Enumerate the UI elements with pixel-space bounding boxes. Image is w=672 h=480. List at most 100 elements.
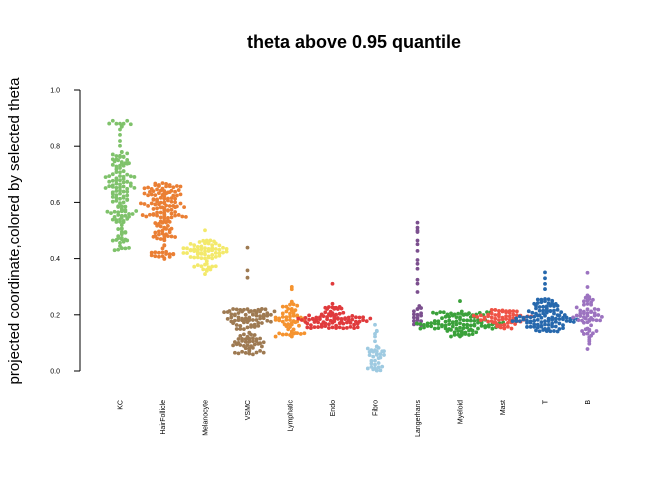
data-point xyxy=(110,191,115,196)
data-point xyxy=(155,213,160,218)
data-point xyxy=(251,318,255,322)
data-point xyxy=(123,213,128,218)
data-point xyxy=(254,310,259,315)
data-point xyxy=(169,234,174,239)
data-point xyxy=(121,155,126,159)
data-point xyxy=(162,216,167,221)
data-point xyxy=(440,324,444,329)
data-point xyxy=(476,318,480,322)
data-point xyxy=(293,320,298,325)
data-point xyxy=(118,196,122,201)
x-category-label: B xyxy=(585,400,592,405)
data-point xyxy=(277,331,282,336)
data-point xyxy=(345,320,349,325)
data-point xyxy=(125,118,130,123)
data-point xyxy=(118,191,122,196)
data-point xyxy=(288,302,292,307)
data-point xyxy=(591,297,595,302)
data-point xyxy=(109,211,113,216)
data-point xyxy=(571,320,576,324)
data-point xyxy=(112,248,117,253)
data-point xyxy=(195,244,200,249)
data-point xyxy=(432,326,437,331)
data-point xyxy=(325,317,329,322)
y-axis: 0.0 0.2 0.4 0.6 0.8 1.0 xyxy=(50,88,81,376)
data-point xyxy=(571,315,575,320)
data-point xyxy=(256,324,261,328)
data-point xyxy=(236,351,241,356)
data-point xyxy=(334,326,338,330)
data-point xyxy=(208,267,213,272)
data-point xyxy=(164,184,169,189)
data-point xyxy=(332,305,337,310)
data-point xyxy=(422,325,426,330)
y-axis-label: projected coordinate,colored by selected… xyxy=(6,77,23,385)
data-point xyxy=(514,316,519,321)
data-point xyxy=(142,202,147,206)
data-point xyxy=(300,318,304,322)
data-point xyxy=(119,213,124,218)
data-point xyxy=(173,205,178,210)
data-point xyxy=(447,318,452,323)
data-point xyxy=(291,302,296,307)
data-point xyxy=(118,133,122,137)
data-point xyxy=(454,319,459,324)
data-point xyxy=(293,308,298,313)
data-point xyxy=(119,236,124,240)
data-point xyxy=(173,189,178,194)
data-point xyxy=(197,240,202,244)
data-point xyxy=(514,319,519,323)
data-point xyxy=(254,350,259,355)
data-point xyxy=(582,332,586,336)
data-point xyxy=(260,321,264,325)
data-point xyxy=(243,339,248,344)
data-point xyxy=(195,252,200,257)
data-point xyxy=(291,311,296,315)
data-point xyxy=(203,262,207,267)
data-point xyxy=(164,252,169,256)
data-point xyxy=(125,198,130,202)
data-point xyxy=(506,324,510,329)
data-point xyxy=(465,325,470,330)
data-point xyxy=(291,313,296,318)
x-category-label: Myeloid xyxy=(458,400,465,424)
data-point xyxy=(337,325,342,330)
data-point xyxy=(327,326,331,330)
data-point xyxy=(258,348,262,353)
data-point xyxy=(373,331,377,336)
data-point xyxy=(373,358,377,363)
data-point xyxy=(380,364,385,369)
data-point xyxy=(118,219,122,224)
data-point xyxy=(158,215,163,220)
data-point xyxy=(585,270,590,275)
data-point xyxy=(580,329,584,333)
data-point xyxy=(312,320,317,324)
data-point xyxy=(447,322,452,326)
data-point xyxy=(543,281,547,286)
data-point xyxy=(173,213,178,218)
data-point xyxy=(242,332,246,337)
data-point xyxy=(305,325,310,330)
data-point xyxy=(415,290,420,294)
data-point xyxy=(110,162,115,167)
data-point xyxy=(238,333,243,338)
data-point xyxy=(454,322,459,327)
data-point xyxy=(458,317,462,322)
data-point xyxy=(284,309,289,314)
data-point xyxy=(210,253,215,257)
data-point xyxy=(110,172,115,177)
data-point xyxy=(309,326,313,330)
data-point xyxy=(550,324,555,329)
data-point xyxy=(468,323,473,328)
data-point xyxy=(118,155,122,159)
data-point xyxy=(336,317,340,321)
x-category-label: Langerhans xyxy=(415,400,422,437)
data-point xyxy=(249,324,254,329)
data-point xyxy=(412,322,416,327)
data-point xyxy=(414,321,419,326)
data-point xyxy=(121,177,126,181)
data-point xyxy=(125,172,130,177)
data-point xyxy=(119,161,124,165)
data-point xyxy=(535,297,540,302)
data-point xyxy=(166,208,170,213)
